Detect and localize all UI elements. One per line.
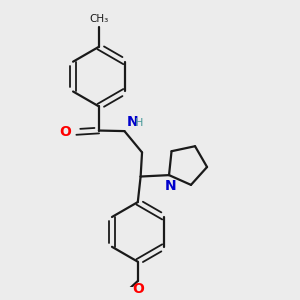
Text: O: O — [59, 125, 71, 139]
Text: CH₃: CH₃ — [89, 14, 109, 23]
Text: N: N — [165, 179, 176, 194]
Text: O: O — [132, 282, 144, 296]
Text: H: H — [134, 118, 143, 128]
Text: N: N — [126, 115, 138, 129]
